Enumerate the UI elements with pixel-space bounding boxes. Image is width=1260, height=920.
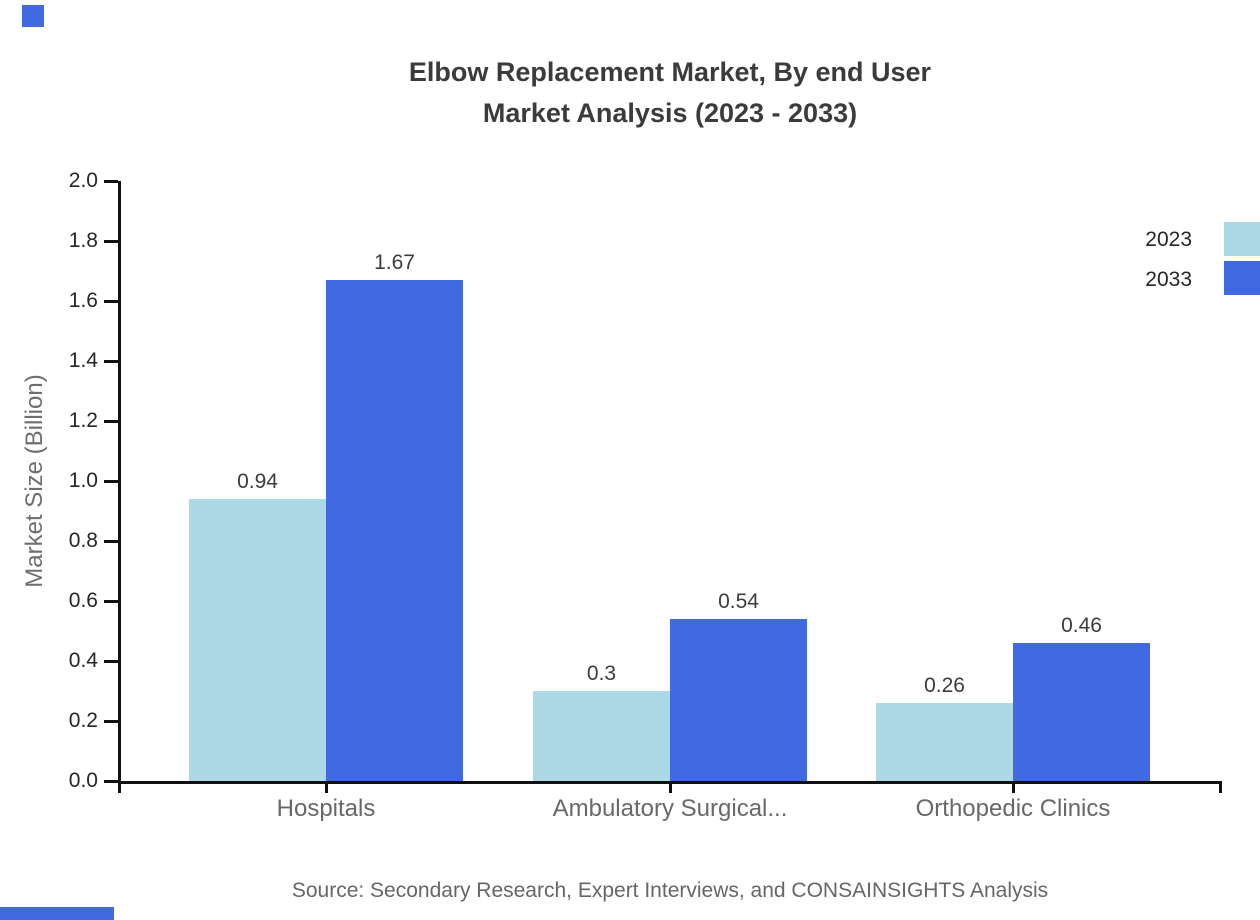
- plot-area: 0.0 0.2 0.4 0.6 0.8 1.0 1.2 1.4 1.6 1.8 2.0 Hospita…: [69, 169, 1222, 822]
- bar-2023-ambulatory-surgical: [533, 691, 670, 781]
- bar-2033-orthopedic-clinics: [1013, 643, 1150, 781]
- y-tick-1.0: [104, 479, 118, 483]
- y-tick-label-1.6: 1.6: [68, 289, 98, 312]
- y-tick-0.8: [104, 539, 118, 543]
- bar-value-2033-hospitals: 1.67: [374, 251, 415, 274]
- y-tick-0.0: [104, 779, 118, 783]
- y-tick-label-2.0: 2.0: [68, 169, 98, 192]
- y-tick-label-1.2: 1.2: [68, 409, 98, 432]
- source-caption: Source: Secondary Research, Expert Inter…: [291, 879, 1049, 902]
- y-tick-label-0.0: 0.0: [68, 769, 98, 792]
- bar-value-2023-ambulatory-surgical: 0.3: [586, 662, 617, 685]
- bar-2023-hospitals: [189, 499, 326, 781]
- bar-value-2033-orthopedic-clinics: 0.46: [1061, 614, 1102, 637]
- y-tick-0.4: [104, 659, 118, 663]
- y-tick-label-1.0: 1.0: [68, 469, 98, 492]
- bar-value-2023-hospitals: 0.94: [237, 470, 278, 493]
- chart-title: Elbow Replacement Market, By end User Ma…: [80, 52, 1260, 134]
- bar-value-2033-ambulatory-surgical: 0.54: [718, 590, 759, 613]
- category-label-orthopedic-clinics: Orthopedic Clinics: [915, 795, 1111, 822]
- category-label-ambulatory-surgical: Ambulatory Surgical...: [552, 795, 788, 822]
- x-tick-orthopedic-clinics: [1011, 781, 1015, 793]
- chart-title-line2: Market Analysis (2023 - 2033): [482, 98, 858, 128]
- y-tick-2.0: [104, 179, 118, 183]
- bottom-left-accent-mark: [0, 907, 114, 920]
- legend-swatch-2033: [1224, 261, 1260, 295]
- y-tick-label-1.8: 1.8: [68, 229, 98, 252]
- bar-2033-ambulatory-surgical: [670, 619, 807, 781]
- category-label-hospitals: Hospitals: [276, 795, 376, 822]
- y-tick-1.8: [104, 239, 118, 243]
- y-tick-0.6: [104, 599, 118, 603]
- bar-value-2023-orthopedic-clinics: 0.26: [924, 674, 965, 697]
- top-left-accent-mark: [22, 5, 44, 27]
- y-tick-label-0.2: 0.2: [68, 709, 98, 732]
- y-tick-label-0.4: 0.4: [68, 649, 98, 672]
- y-tick-1.6: [104, 299, 118, 303]
- y-axis-spine: [118, 181, 121, 793]
- y-tick-label-0.8: 0.8: [68, 529, 98, 552]
- y-tick-0.2: [104, 719, 118, 723]
- bar-2023-orthopedic-clinics: [876, 703, 1013, 781]
- y-tick-1.2: [104, 419, 118, 423]
- legend-swatch-2023: [1224, 222, 1260, 256]
- x-tick-hospitals: [324, 781, 328, 793]
- legend-label-2033: 2033: [1145, 268, 1192, 291]
- x-axis-end-tick: [1219, 781, 1222, 793]
- x-tick-ambulatory-surgical: [668, 781, 672, 793]
- y-tick-label-1.4: 1.4: [68, 349, 98, 372]
- y-tick-1.4: [104, 359, 118, 363]
- bar-2033-hospitals: [326, 280, 463, 781]
- legend-label-2023: 2023: [1145, 228, 1192, 251]
- y-tick-label-0.6: 0.6: [68, 589, 98, 612]
- chart-title-line1: Elbow Replacement Market, By end User: [408, 57, 932, 87]
